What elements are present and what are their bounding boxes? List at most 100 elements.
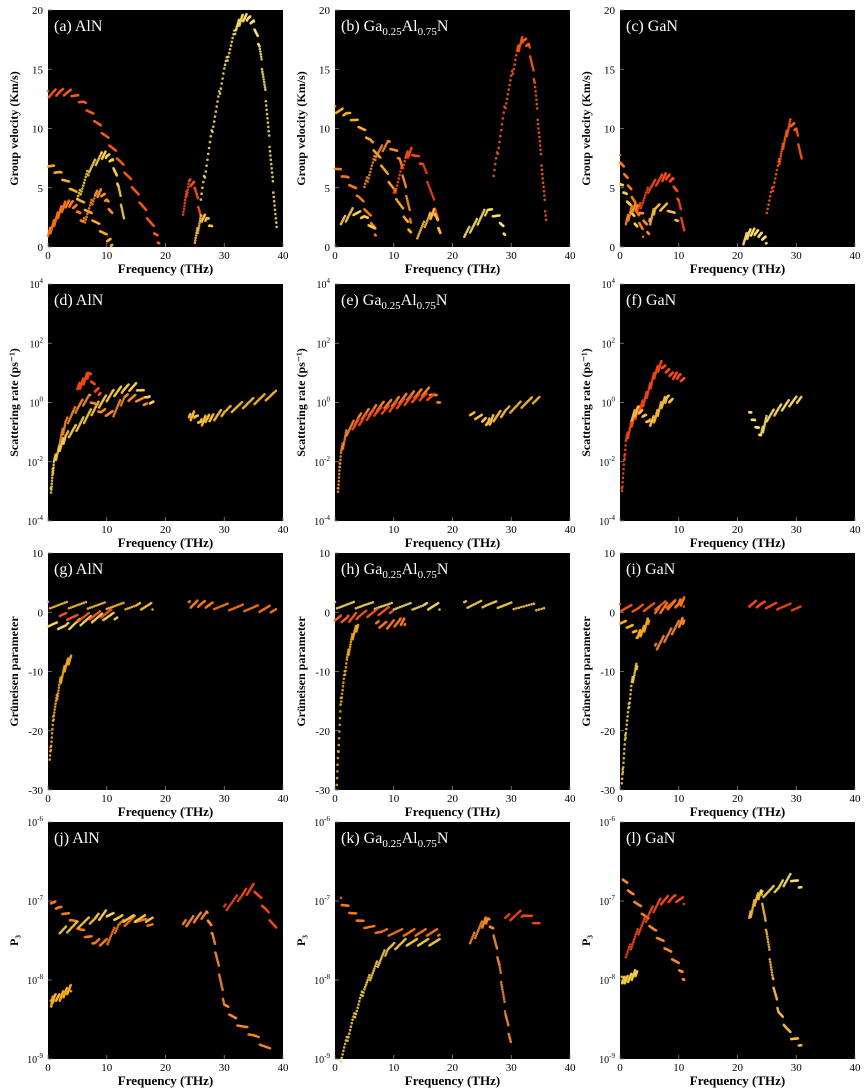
data-point: [507, 1023, 510, 1027]
data-point: [92, 197, 96, 200]
data-point: [763, 424, 766, 428]
data-point: [86, 607, 90, 610]
data-point: [149, 601, 153, 605]
data-point: [343, 214, 347, 218]
data-point: [355, 1009, 359, 1013]
data-point: [256, 604, 260, 607]
data-point: [379, 405, 383, 409]
data-point: [96, 402, 99, 406]
data-point: [271, 179, 275, 183]
data-point: [268, 145, 271, 149]
data-point: [509, 79, 512, 82]
data-point: [626, 950, 629, 954]
data-series: [339, 207, 377, 230]
data-point: [369, 978, 372, 982]
data-point: [74, 423, 77, 427]
data-point: [63, 670, 67, 673]
data-point: [268, 1047, 272, 1050]
data-series: [333, 605, 394, 624]
data-point: [76, 194, 80, 198]
data-point: [419, 605, 423, 608]
data-point: [213, 115, 217, 118]
data-point: [658, 605, 661, 609]
data-point: [67, 199, 71, 202]
data-point: [384, 603, 387, 607]
data-point: [374, 403, 378, 407]
x-tick-label: 20: [447, 793, 459, 805]
data-point: [141, 396, 145, 400]
data-point: [264, 99, 268, 103]
data-point: [426, 182, 430, 186]
data-point: [342, 681, 345, 684]
y-axis-label: Scattering rate (ps⁻¹): [294, 348, 308, 457]
data-point: [362, 991, 365, 994]
data-point: [372, 969, 375, 972]
data-point: [675, 189, 679, 193]
data-point: [763, 600, 767, 603]
data-point: [388, 602, 391, 606]
data-point: [363, 182, 367, 186]
data-point: [112, 388, 115, 392]
data-point: [374, 964, 377, 968]
data-point: [632, 676, 636, 679]
plot-area: [620, 822, 855, 1059]
data-point: [337, 487, 340, 490]
data-point: [410, 146, 413, 150]
data-point: [112, 911, 115, 915]
x-tick-label: 20: [160, 793, 172, 805]
data-point: [528, 46, 531, 49]
data-point: [499, 971, 503, 974]
data-series: [618, 598, 686, 613]
data-point: [520, 35, 524, 39]
panel-label: (h) Ga0.25Al0.75N: [341, 561, 449, 581]
data-point: [511, 72, 515, 75]
data-point: [633, 214, 636, 218]
data-point: [75, 190, 78, 193]
data-point: [114, 408, 118, 412]
data-point: [339, 1060, 343, 1063]
data-point: [358, 996, 362, 1000]
data-point: [221, 77, 224, 80]
data-point: [54, 88, 57, 91]
data-point: [50, 736, 54, 739]
data-point: [425, 601, 429, 605]
data-point: [773, 181, 776, 184]
data-point: [544, 218, 548, 222]
data-point: [383, 949, 386, 952]
data-point: [63, 424, 67, 428]
data-point: [107, 606, 111, 610]
data-point: [417, 232, 421, 236]
data-point: [209, 923, 213, 927]
data-point: [404, 937, 407, 941]
x-axis-label: Frequency (THz): [690, 535, 785, 550]
data-point: [788, 122, 791, 125]
panel-label: (d) AlN: [54, 292, 104, 309]
x-tick-label: 20: [447, 524, 459, 536]
data-point: [626, 974, 629, 978]
data-point: [345, 655, 349, 659]
y-tick-label: -30: [600, 785, 615, 797]
data-point: [427, 185, 431, 188]
data-point: [647, 232, 651, 236]
data-point: [673, 599, 676, 603]
data-point: [362, 919, 365, 923]
data-point: [517, 606, 521, 609]
data-point: [84, 101, 88, 105]
x-tick-label: 20: [160, 524, 172, 536]
data-point: [71, 605, 75, 608]
data-point: [432, 198, 436, 201]
data-point: [768, 958, 772, 961]
data-point: [496, 152, 500, 155]
data-point: [625, 727, 628, 731]
data-point: [502, 224, 505, 228]
x-tick-label: 40: [850, 793, 862, 805]
data-point: [350, 1021, 354, 1025]
data-point: [631, 680, 635, 684]
data-point: [209, 135, 213, 138]
data-point: [800, 885, 803, 889]
data-point: [765, 932, 769, 936]
data-point: [220, 82, 223, 85]
data-point: [366, 180, 370, 183]
data-point: [75, 203, 78, 207]
